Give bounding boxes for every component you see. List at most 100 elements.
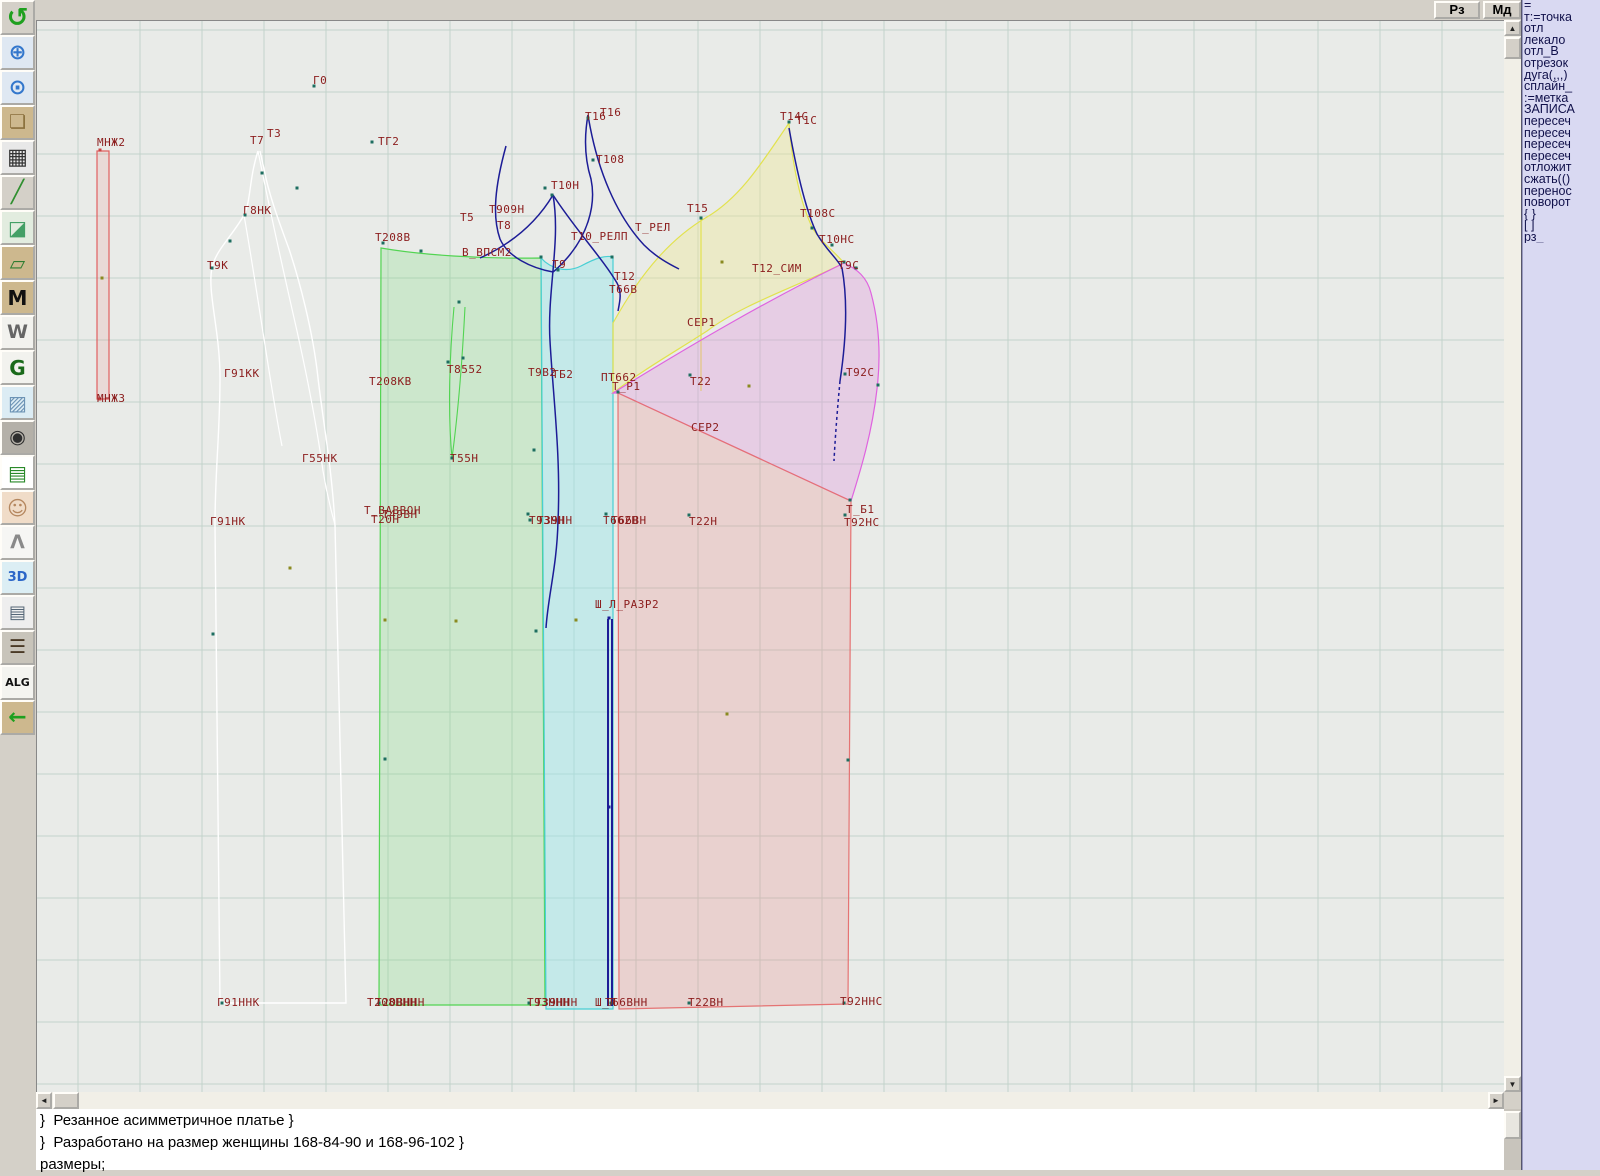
red-piece: [617, 392, 852, 1010]
alg-button[interactable]: ALG: [0, 665, 35, 700]
point-marker: [607, 616, 611, 620]
point-label: Г91ННК: [217, 996, 260, 1009]
command-item[interactable]: сжать((): [1524, 173, 1571, 186]
point-label: Т16: [585, 110, 606, 123]
zoom-window-button[interactable]: ⊙: [0, 70, 35, 105]
horizontal-scroll-thumb[interactable]: [53, 1092, 79, 1109]
point-label: Т66ВН: [611, 514, 647, 527]
point-marker: [383, 757, 387, 761]
point-marker: [610, 255, 614, 259]
ruler-icon: ▨: [8, 390, 27, 415]
point-label: Т15: [687, 202, 708, 215]
image-button[interactable]: ◪: [0, 210, 35, 245]
point-label: Т12_СИМ: [752, 262, 802, 275]
camera-button[interactable]: ◉: [0, 420, 35, 455]
point-marker: [876, 383, 880, 387]
command-item[interactable]: пересеч: [1524, 115, 1571, 128]
point-label: Т66В: [609, 283, 638, 296]
green-dart: [448, 306, 466, 459]
command-item[interactable]: перенос: [1524, 185, 1572, 198]
top-strip: Рз Мд: [36, 0, 1521, 20]
point-label: Т3: [267, 127, 281, 140]
command-item[interactable]: отрезок: [1524, 57, 1569, 70]
grid-button[interactable]: ▦: [0, 140, 35, 175]
command-item[interactable]: отл: [1524, 23, 1544, 35]
portrait-button[interactable]: ☺: [0, 490, 35, 525]
books-icon: ☰: [8, 636, 27, 658]
piece-button[interactable]: ▱: [0, 245, 35, 280]
command-item[interactable]: поворот: [1524, 197, 1571, 209]
command-item[interactable]: { }: [1524, 208, 1536, 221]
command-item[interactable]: лекало: [1524, 34, 1566, 47]
command-item[interactable]: отложит: [1524, 162, 1572, 174]
command-item[interactable]: пересеч: [1524, 150, 1571, 163]
view-piece-button[interactable]: ❏: [0, 105, 35, 140]
undo-button[interactable]: ↺: [0, 0, 35, 35]
pink-piece: [610, 262, 880, 502]
piece-icon: ▱: [9, 250, 26, 275]
point-marker: [295, 186, 299, 190]
md-button[interactable]: Мд: [1483, 1, 1521, 19]
scroll-up-icon[interactable]: ▲: [1504, 20, 1521, 36]
point-marker: [787, 120, 791, 124]
point-marker: [747, 384, 751, 388]
point-marker: [534, 629, 538, 633]
ruler-button[interactable]: ▨: [0, 385, 35, 420]
strip-piece: [96, 150, 110, 400]
command-item[interactable]: рз_: [1524, 231, 1544, 244]
vertical-scroll-thumb[interactable]: [1504, 37, 1521, 59]
point-marker: [616, 390, 620, 394]
w-draft-button[interactable]: W: [0, 315, 35, 350]
zoom-in-button[interactable]: ⊕: [0, 35, 35, 70]
table-doc-button[interactable]: ▤: [0, 455, 35, 490]
point-label: Т22Н: [689, 515, 718, 528]
point-marker: [846, 758, 850, 762]
command-item[interactable]: отл_В: [1524, 46, 1559, 58]
point-marker: [377, 1001, 381, 1005]
zoom-window-icon: ⊙: [8, 75, 27, 99]
editor-scrollbar[interactable]: [1504, 1109, 1521, 1170]
w-draft-icon: W: [7, 321, 28, 343]
command-item[interactable]: [ ]: [1524, 220, 1535, 232]
books-button[interactable]: ☰: [0, 630, 35, 665]
command-item[interactable]: пересеч: [1524, 127, 1571, 140]
canvas-horizontal-scrollbar[interactable]: ◄ ►: [36, 1092, 1504, 1109]
command-item[interactable]: :=метка: [1524, 92, 1569, 105]
camera-icon: ◉: [9, 426, 26, 448]
canvas-vertical-scrollbar[interactable]: ▲ ▼: [1504, 20, 1521, 1092]
scroll-left-icon[interactable]: ◄: [36, 1092, 52, 1109]
point-label: Т662Н: [603, 514, 639, 527]
scroll-down-icon[interactable]: ▼: [1504, 1076, 1521, 1092]
segment-button[interactable]: ╱: [0, 175, 35, 210]
point-marker: [370, 140, 374, 144]
command-item[interactable]: сплайн_: [1524, 81, 1573, 93]
point-marker: [98, 397, 102, 401]
command-item[interactable]: ЗАПИСА: [1524, 104, 1575, 116]
portrait-icon: ☺: [7, 495, 28, 520]
list-button[interactable]: ▤: [0, 595, 35, 630]
command-item[interactable]: т:=точка: [1524, 11, 1572, 24]
jacket-button[interactable]: Λ: [0, 525, 35, 560]
point-label: Т22: [690, 375, 711, 388]
exit-button[interactable]: ←: [0, 700, 35, 735]
point-label: Т5: [460, 211, 474, 224]
command-item[interactable]: дуга(,,,): [1524, 69, 1568, 82]
editor-scroll-thumb[interactable]: [1504, 1111, 1521, 1139]
point-label: Т39НН: [537, 514, 573, 527]
grid-icon: ▦: [7, 144, 28, 170]
scroll-right-icon[interactable]: ►: [1488, 1092, 1504, 1109]
point-label: Т14С: [780, 110, 809, 123]
point-label: Т_Р1: [612, 380, 641, 393]
g-draft-button[interactable]: G: [0, 350, 35, 385]
rz-button[interactable]: Рз: [1434, 1, 1480, 19]
pattern-canvas[interactable]: МНЖ2 МНЖ3 Г0 Т3 Т7 ТГ2 Г8НК Т9К Т208В Т16 Т16 Т108 Т…: [36, 20, 1505, 1093]
point-label: Т_ВАВВОН: [364, 504, 421, 517]
script-editor[interactable]: } Резанное асимметричное платье }} Разра…: [36, 1109, 1504, 1173]
command-item[interactable]: пересеч: [1524, 139, 1571, 151]
command-item[interactable]: =: [1524, 0, 1532, 12]
point-label: Т208КВ: [369, 375, 412, 388]
m-piece-button[interactable]: M: [0, 280, 35, 315]
yellow-piece: [612, 121, 845, 395]
3d-button[interactable]: 3D: [0, 560, 35, 595]
sleeve-curve-6: [552, 194, 621, 312]
